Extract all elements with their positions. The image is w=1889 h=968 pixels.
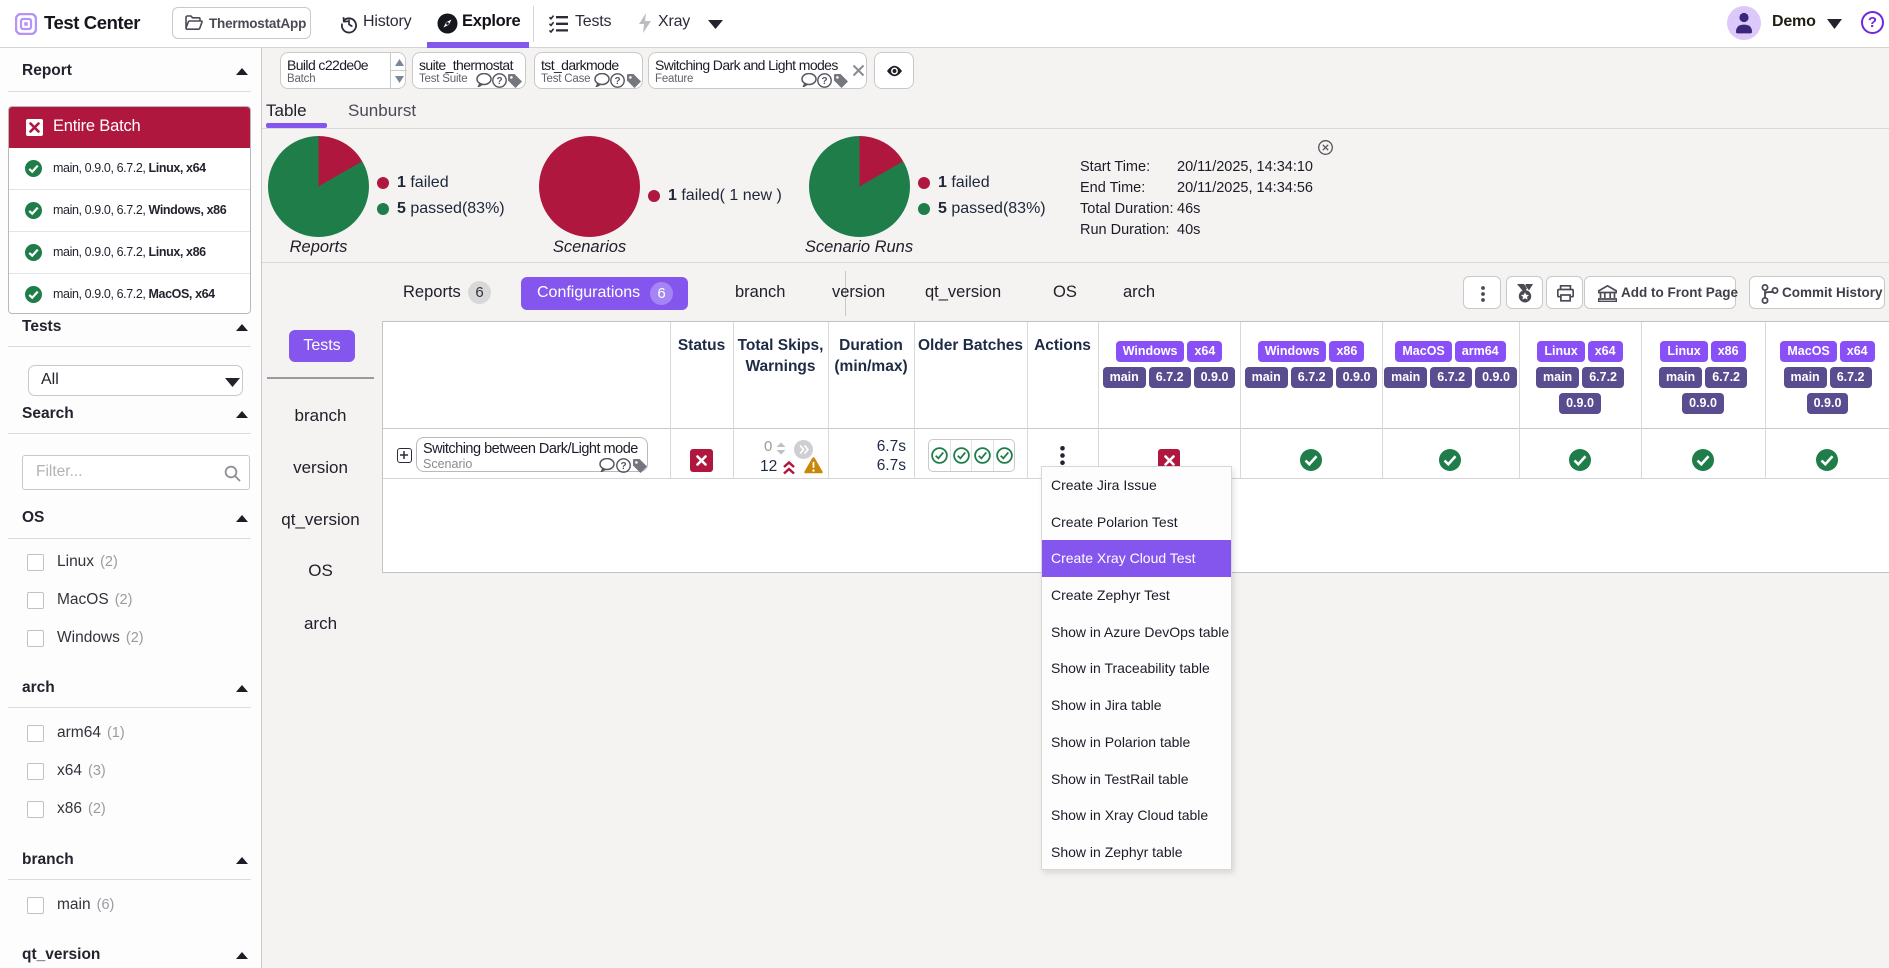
svg-text:?: ?: [620, 461, 626, 472]
svg-text:?: ?: [821, 76, 827, 87]
svg-text:?: ?: [496, 76, 502, 87]
svg-text:?: ?: [614, 76, 620, 87]
